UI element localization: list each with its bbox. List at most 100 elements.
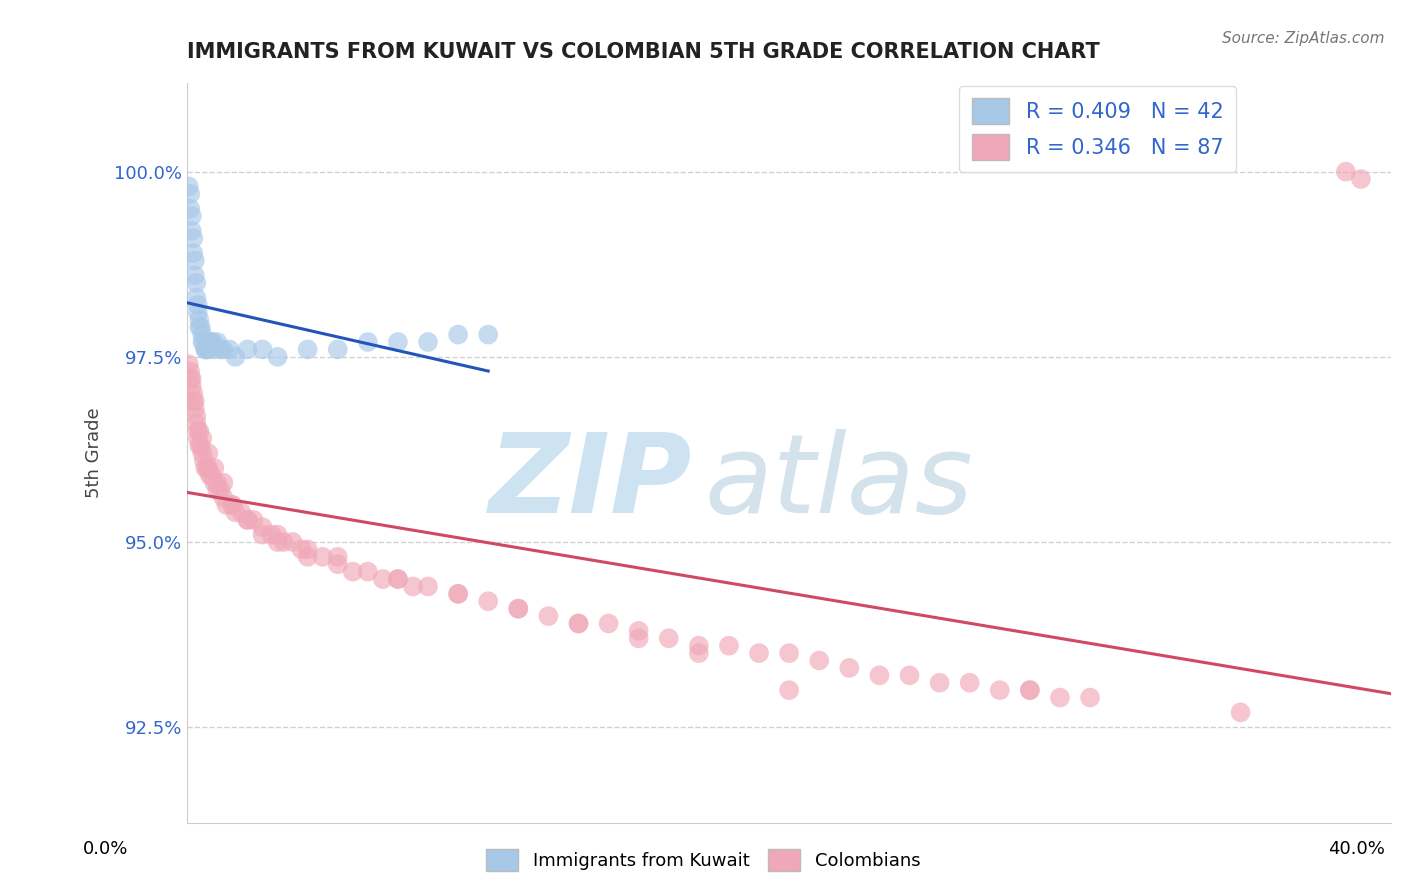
Point (266, 350, 288, 364)
Point (357, 565, 380, 579)
Point (177, 179, 200, 194)
Point (477, 327, 499, 342)
Point (447, 327, 470, 342)
Point (778, 646, 800, 660)
Y-axis label: 5th Grade: 5th Grade (86, 408, 103, 499)
Point (224, 350, 246, 364)
Point (202, 343, 225, 357)
Point (326, 558, 349, 572)
Point (193, 334, 215, 349)
Point (197, 446, 219, 460)
Legend: R = 0.409   N = 42, R = 0.346   N = 87: R = 0.409 N = 42, R = 0.346 N = 87 (959, 86, 1236, 172)
Point (191, 334, 214, 349)
Point (1229, 706, 1251, 720)
Point (988, 683, 1011, 698)
Point (209, 343, 232, 357)
Point (260, 527, 283, 541)
Point (371, 572, 394, 586)
Point (342, 565, 364, 579)
Point (186, 276, 208, 290)
Point (266, 535, 288, 549)
Point (218, 343, 240, 357)
Point (186, 291, 208, 305)
Point (447, 587, 470, 601)
Point (688, 639, 710, 653)
Point (1350, 172, 1372, 186)
Point (1018, 683, 1040, 698)
Point (387, 334, 409, 349)
Point (179, 202, 201, 216)
Point (598, 616, 620, 631)
Point (190, 320, 212, 334)
Legend: Immigrants from Kuwait, Colombians: Immigrants from Kuwait, Colombians (478, 842, 928, 879)
Point (191, 431, 214, 445)
Point (187, 431, 209, 445)
Point (477, 594, 499, 608)
Point (207, 483, 229, 498)
Point (186, 409, 208, 423)
Point (181, 246, 204, 260)
Point (508, 601, 530, 615)
Point (181, 394, 204, 409)
Text: ZIP: ZIP (489, 429, 693, 536)
Point (212, 491, 235, 505)
Point (236, 513, 259, 527)
Point (188, 320, 211, 334)
Point (191, 327, 214, 342)
Point (224, 505, 246, 519)
Point (193, 453, 215, 467)
Point (194, 343, 217, 357)
Point (184, 268, 207, 283)
Point (184, 253, 207, 268)
Point (748, 646, 770, 660)
Point (627, 632, 650, 646)
Point (297, 343, 319, 357)
Point (627, 624, 650, 638)
Point (180, 379, 202, 393)
Point (273, 535, 295, 549)
Point (236, 343, 259, 357)
Point (181, 387, 204, 401)
Point (236, 513, 259, 527)
Point (184, 394, 207, 409)
Point (231, 505, 253, 519)
Point (297, 542, 319, 557)
Point (177, 357, 200, 371)
Point (202, 461, 225, 475)
Point (838, 661, 860, 675)
Point (357, 334, 380, 349)
Point (191, 446, 214, 460)
Point (198, 334, 221, 349)
Point (188, 439, 211, 453)
Point (808, 653, 831, 667)
Text: Source: ZipAtlas.com: Source: ZipAtlas.com (1222, 31, 1385, 46)
Point (402, 579, 425, 593)
Point (180, 372, 202, 386)
Point (190, 439, 212, 453)
Point (200, 468, 222, 483)
Point (195, 343, 218, 357)
Point (187, 298, 209, 312)
Point (291, 542, 314, 557)
Point (898, 668, 921, 682)
Point (180, 209, 202, 223)
Point (209, 483, 232, 498)
Point (186, 417, 208, 431)
Point (188, 313, 211, 327)
Point (187, 424, 209, 438)
Point (658, 632, 681, 646)
Point (187, 305, 209, 319)
Point (1018, 683, 1040, 698)
Point (416, 334, 439, 349)
Point (179, 372, 201, 386)
Point (202, 475, 225, 490)
Point (1334, 164, 1357, 178)
Point (297, 549, 319, 564)
Point (1078, 690, 1101, 705)
Point (201, 334, 224, 349)
Point (194, 461, 217, 475)
Point (252, 520, 274, 534)
Point (180, 224, 202, 238)
Point (959, 675, 981, 690)
Point (326, 549, 349, 564)
